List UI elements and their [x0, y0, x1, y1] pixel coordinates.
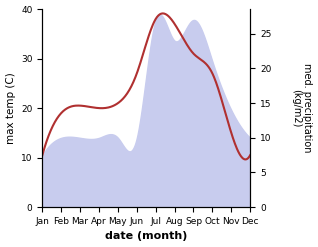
X-axis label: date (month): date (month)	[105, 231, 187, 242]
Y-axis label: max temp (C): max temp (C)	[5, 72, 16, 144]
Y-axis label: med. precipitation
(kg/m2): med. precipitation (kg/m2)	[291, 63, 313, 153]
